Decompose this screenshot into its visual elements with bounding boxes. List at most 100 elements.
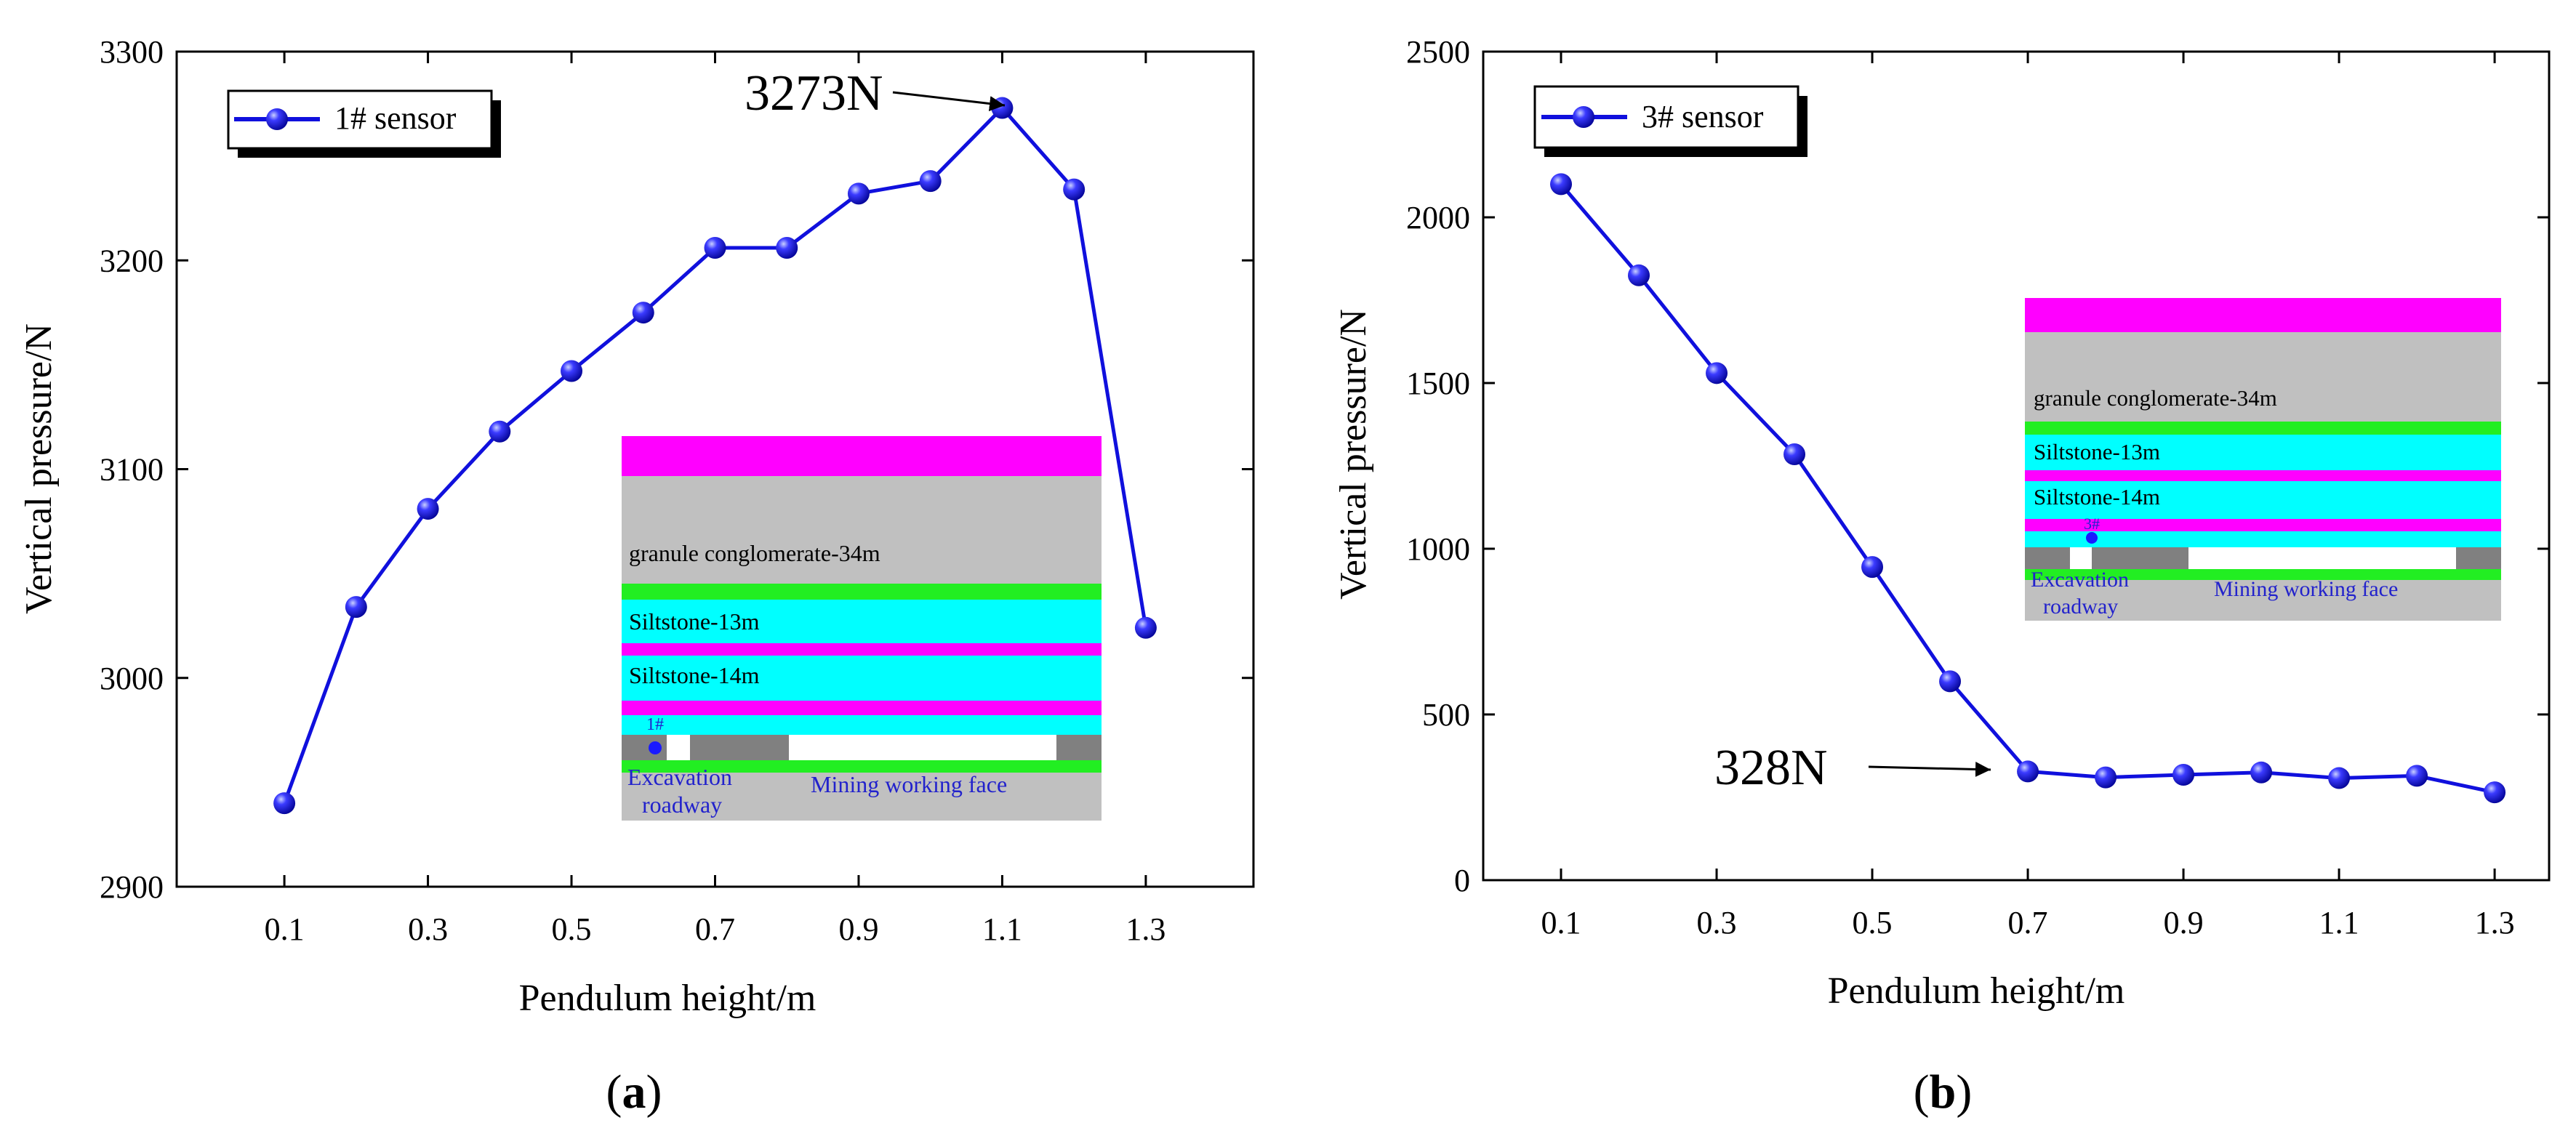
inset-roadway-label-2: roadway — [642, 791, 722, 818]
data-point-a — [632, 302, 654, 324]
x-tick-label-b: 0.9 — [2164, 905, 2204, 940]
inset-layer-green-1 — [622, 584, 1102, 600]
y-tick-label-b: 1000 — [1406, 531, 1470, 567]
y-tick-label-a: 3000 — [100, 661, 164, 696]
inset-sensor-dot — [2086, 532, 2098, 544]
inset-roadway-void — [2070, 547, 2092, 569]
axis-ticks-b — [1483, 50, 2549, 882]
data-point-b — [2406, 765, 2428, 787]
data-point-b — [1783, 443, 1806, 466]
inset-layer-siltstone-14 — [2025, 481, 2501, 519]
legend-label-a: 1# sensor — [334, 100, 457, 136]
x-tick-label-b: 0.7 — [2008, 905, 2048, 940]
panel-label-a: (a) — [606, 1065, 662, 1119]
y-tick-label-b: 500 — [1422, 697, 1470, 733]
legend-marker-b — [1573, 106, 1594, 128]
data-point-a — [704, 237, 726, 259]
data-point-b — [2328, 767, 2351, 789]
x-axis-label-a: Pendulum height/m — [519, 978, 816, 1019]
data-point-b — [2017, 760, 2039, 783]
y-axis-label-b: Vertical pressure/N — [1333, 309, 1374, 600]
inset-sensor-dot — [649, 741, 662, 754]
x-tick-label-b: 0.3 — [1697, 905, 1737, 940]
inset-layer-cyan-4 — [2025, 531, 2501, 547]
data-point-a — [991, 97, 1014, 119]
y-tick-label-b: 2500 — [1406, 34, 1470, 70]
data-point-a — [561, 360, 583, 382]
x-tick-label-a: 0.7 — [695, 911, 735, 947]
data-point-a — [489, 420, 511, 443]
inset-face-label: Mining working face — [2214, 577, 2398, 601]
x-axis-label-b: Pendulum height/m — [1828, 970, 2125, 1012]
inset-roadway-label-1: Excavation — [2031, 568, 2129, 592]
inset-layer-label-siltstone-14: Siltstone-14m — [629, 662, 760, 688]
inset-roadway-label-2: roadway — [2043, 595, 2118, 619]
inset-layer-label-siltstone-13: Siltstone-13m — [2034, 439, 2160, 464]
x-tick-label-b: 0.1 — [1541, 905, 1581, 940]
inset-layer-floor — [2025, 580, 2501, 621]
inset-layer-magenta-3 — [2025, 519, 2501, 531]
x-tick-label-a: 0.3 — [408, 911, 448, 947]
annotation-arrow-b — [1868, 762, 1991, 777]
tick-labels-a: 0.1 0.3 0.5 0.7 0.9 1.1 1.3 2900 3000 3100 3200 330… — [100, 34, 1165, 947]
inset-roadway-label-1: Excavation — [627, 764, 732, 790]
panel-label-b: (b) — [1914, 1065, 1973, 1119]
inset-layer-green-floor — [622, 760, 1102, 773]
series-b — [1550, 173, 2506, 804]
inset-working-face-void — [2188, 547, 2456, 569]
x-tick-label-a: 0.5 — [552, 911, 592, 947]
data-point-a — [1134, 616, 1157, 639]
y-tick-label-a: 3300 — [100, 34, 164, 70]
x-tick-label-a: 1.3 — [1126, 911, 1165, 947]
inset-diagram-a: granule conglomerate-34m Siltstone-13m S… — [622, 436, 1102, 821]
inset-layer-label-siltstone-14: Siltstone-14m — [2034, 484, 2160, 509]
inset-roadway-void — [667, 735, 690, 760]
y-tick-label-a: 3200 — [100, 243, 164, 278]
annotation-arrow-a — [892, 91, 1006, 111]
inset-layer-green-floor — [2025, 569, 2501, 580]
data-point-b — [1939, 670, 1962, 693]
data-point-b — [1706, 362, 1728, 384]
inset-face-label: Mining working face — [811, 771, 1007, 797]
legend-label-b: 3# sensor — [1642, 99, 1764, 134]
data-point-a — [345, 596, 367, 619]
data-point-a — [417, 498, 439, 520]
inset-layer-label-siltstone-13: Siltstone-13m — [629, 608, 760, 635]
inset-sensor-label: 3# — [2084, 515, 2100, 533]
data-point-b — [2095, 766, 2117, 789]
inset-layer-magenta-top — [622, 436, 1102, 476]
data-point-a — [273, 792, 296, 815]
y-tick-label-b: 0 — [1454, 863, 1470, 898]
annotation-b: 328N — [1714, 740, 1991, 796]
legend-marker-a — [266, 108, 288, 130]
data-point-b — [2484, 781, 2506, 804]
inset-layer-conglomerate — [622, 476, 1102, 584]
data-point-a — [1063, 178, 1086, 201]
x-tick-label-a: 0.9 — [838, 911, 878, 947]
inset-layer-siltstone-13 — [2025, 435, 2501, 470]
inset-layer-conglomerate — [2025, 332, 2501, 422]
y-tick-label-a: 2900 — [100, 869, 164, 905]
legend-b: 3# sensor — [1533, 85, 1807, 157]
y-axis-label-a: Vertical pressure/N — [18, 323, 60, 614]
y-tick-label-a: 3100 — [100, 452, 164, 488]
data-point-a — [919, 170, 942, 193]
annotation-a: 3273N — [745, 65, 1006, 121]
inset-layer-green-1 — [2025, 422, 2501, 435]
data-point-a — [847, 182, 870, 205]
inset-layer-label-conglomerate: granule conglomerate-34m — [2034, 385, 2277, 411]
tick-labels-b: 0.1 0.3 0.5 0.7 0.9 1.1 1.3 0 500 1000 1500 2000 250… — [1406, 34, 2515, 940]
inset-layer-magenta-2 — [622, 643, 1102, 656]
inset-layer-magenta-2 — [2025, 470, 2501, 481]
inset-layer-floor — [622, 773, 1102, 821]
inset-layer-cyan-4 — [622, 715, 1102, 735]
annotation-label-a: 3273N — [745, 65, 883, 121]
y-tick-label-b: 2000 — [1406, 200, 1470, 235]
legend-a: 1# sensor — [227, 89, 501, 158]
data-point-a — [776, 237, 798, 259]
annotation-label-b: 328N — [1714, 740, 1828, 796]
data-point-b — [2172, 763, 2195, 786]
axis-ticks-a — [177, 50, 1253, 888]
x-tick-label-b: 1.3 — [2475, 905, 2515, 940]
